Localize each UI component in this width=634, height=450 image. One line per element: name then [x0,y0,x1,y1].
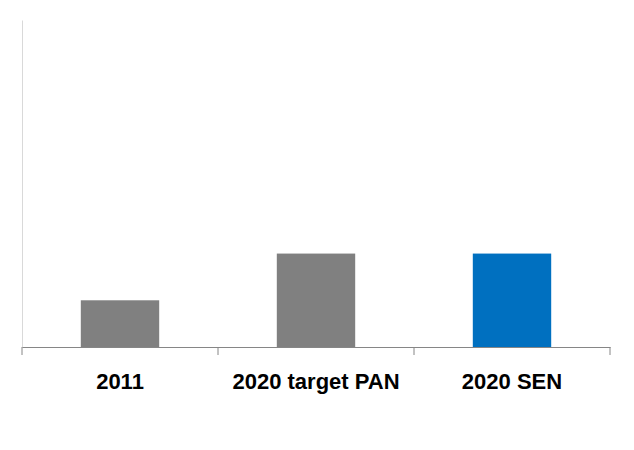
bar [473,254,551,347]
x-axis-line [23,347,611,348]
chart: 2011 2020 target PAN 2020 SEN [0,0,634,450]
x-axis: 2011 2020 target PAN 2020 SEN [23,347,611,394]
x-tick: 2020 target PAN [232,347,399,394]
y-axis [22,21,23,348]
x-tick: 2011 [96,347,144,394]
x-tick-label-line: 2020 SEN [462,369,562,394]
x-tick-label-line: 2011 [96,369,144,394]
x-tick: 2020 SEN [462,347,562,394]
x-tick-label-line: 2020 target PAN [232,369,399,394]
x-tick-label: 2011 [96,369,144,394]
bar [81,300,159,347]
y-axis-line [22,21,23,348]
bars [81,254,551,347]
category-separators [22,347,610,355]
category-separator [414,347,415,355]
x-tick-label: 2020 SEN [462,369,562,394]
category-separator [22,347,23,355]
category-separator [610,347,611,355]
category-separator [218,347,219,355]
bar [277,254,355,347]
x-tick-label: 2020 target PAN [232,369,399,394]
